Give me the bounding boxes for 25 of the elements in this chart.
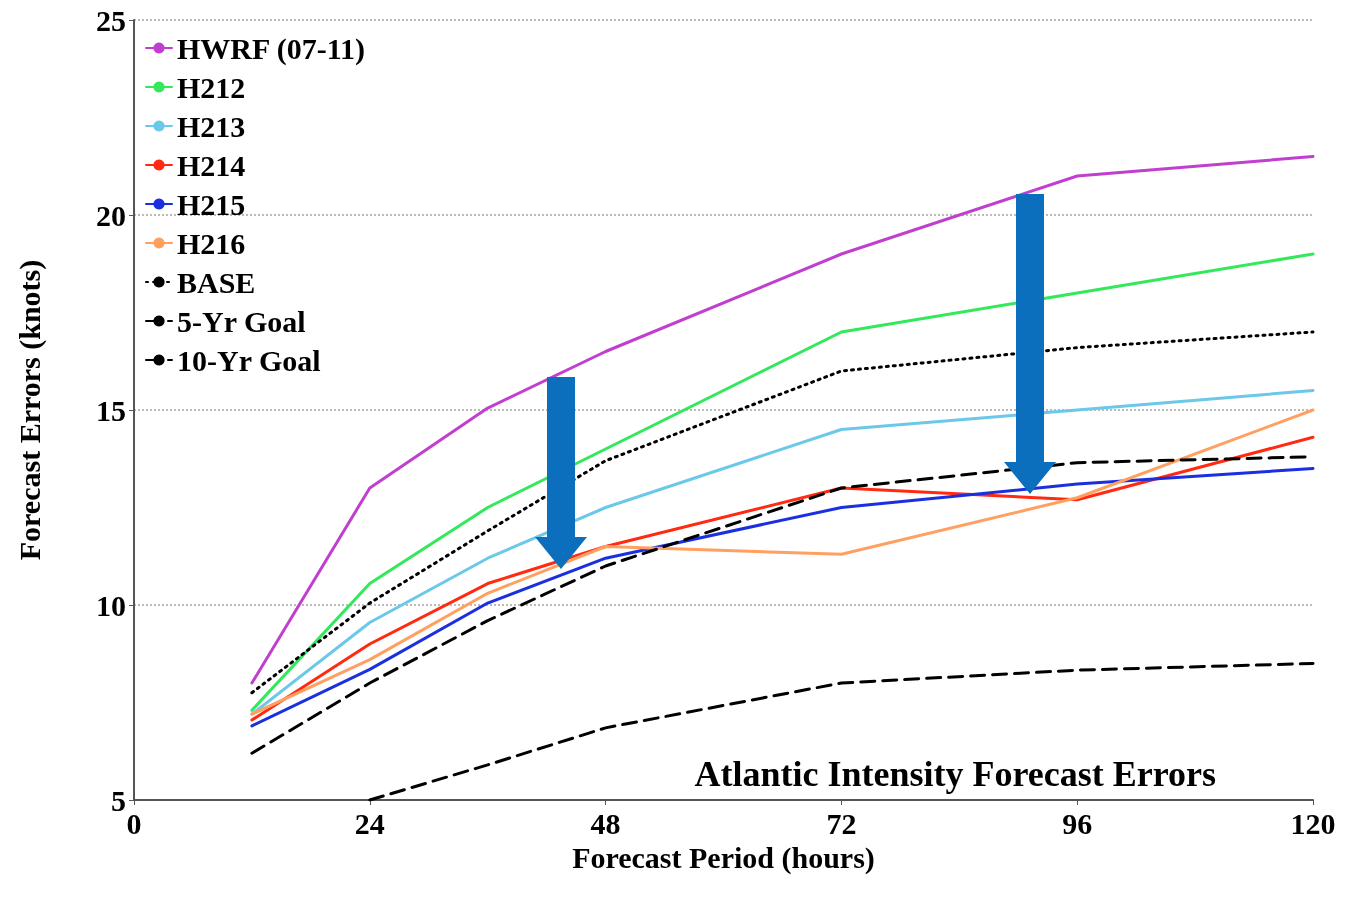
legend-label: 5-Yr Goal (177, 304, 306, 338)
x-tick-label: 96 (1062, 806, 1093, 840)
x-tick-label: 48 (590, 806, 621, 840)
line-series (250, 330, 1315, 695)
x-tick-label: 0 (126, 806, 142, 840)
y-tick-label: 10 (96, 588, 126, 622)
legend-label: H212 (177, 70, 246, 104)
x-axis-title: Forecast Period (hours) (572, 841, 875, 876)
y-tick-label: 25 (96, 3, 126, 37)
legend-label: H213 (177, 109, 246, 143)
legend-label: HWRF (07-11) (177, 31, 366, 66)
x-tick-label: 24 (354, 806, 385, 840)
line-series (368, 662, 1315, 802)
text: Atlantic Intensity Forecast Errors (694, 754, 1216, 794)
y-tick-label: 5 (111, 783, 126, 817)
y-tick-label: 15 (96, 393, 126, 427)
legend-label: H215 (177, 187, 246, 221)
legend-label: 10-Yr Goal (177, 343, 321, 377)
legend-label: H214 (177, 148, 246, 182)
y-tick-label: 20 (96, 198, 126, 232)
y-axis-title: Forecast Errors (knots) (12, 259, 47, 561)
legend-label: BASE (177, 265, 256, 299)
x-tick-label: 72 (826, 806, 857, 840)
x-tick-label: 120 (1290, 806, 1336, 840)
legend-label: H216 (177, 226, 246, 260)
